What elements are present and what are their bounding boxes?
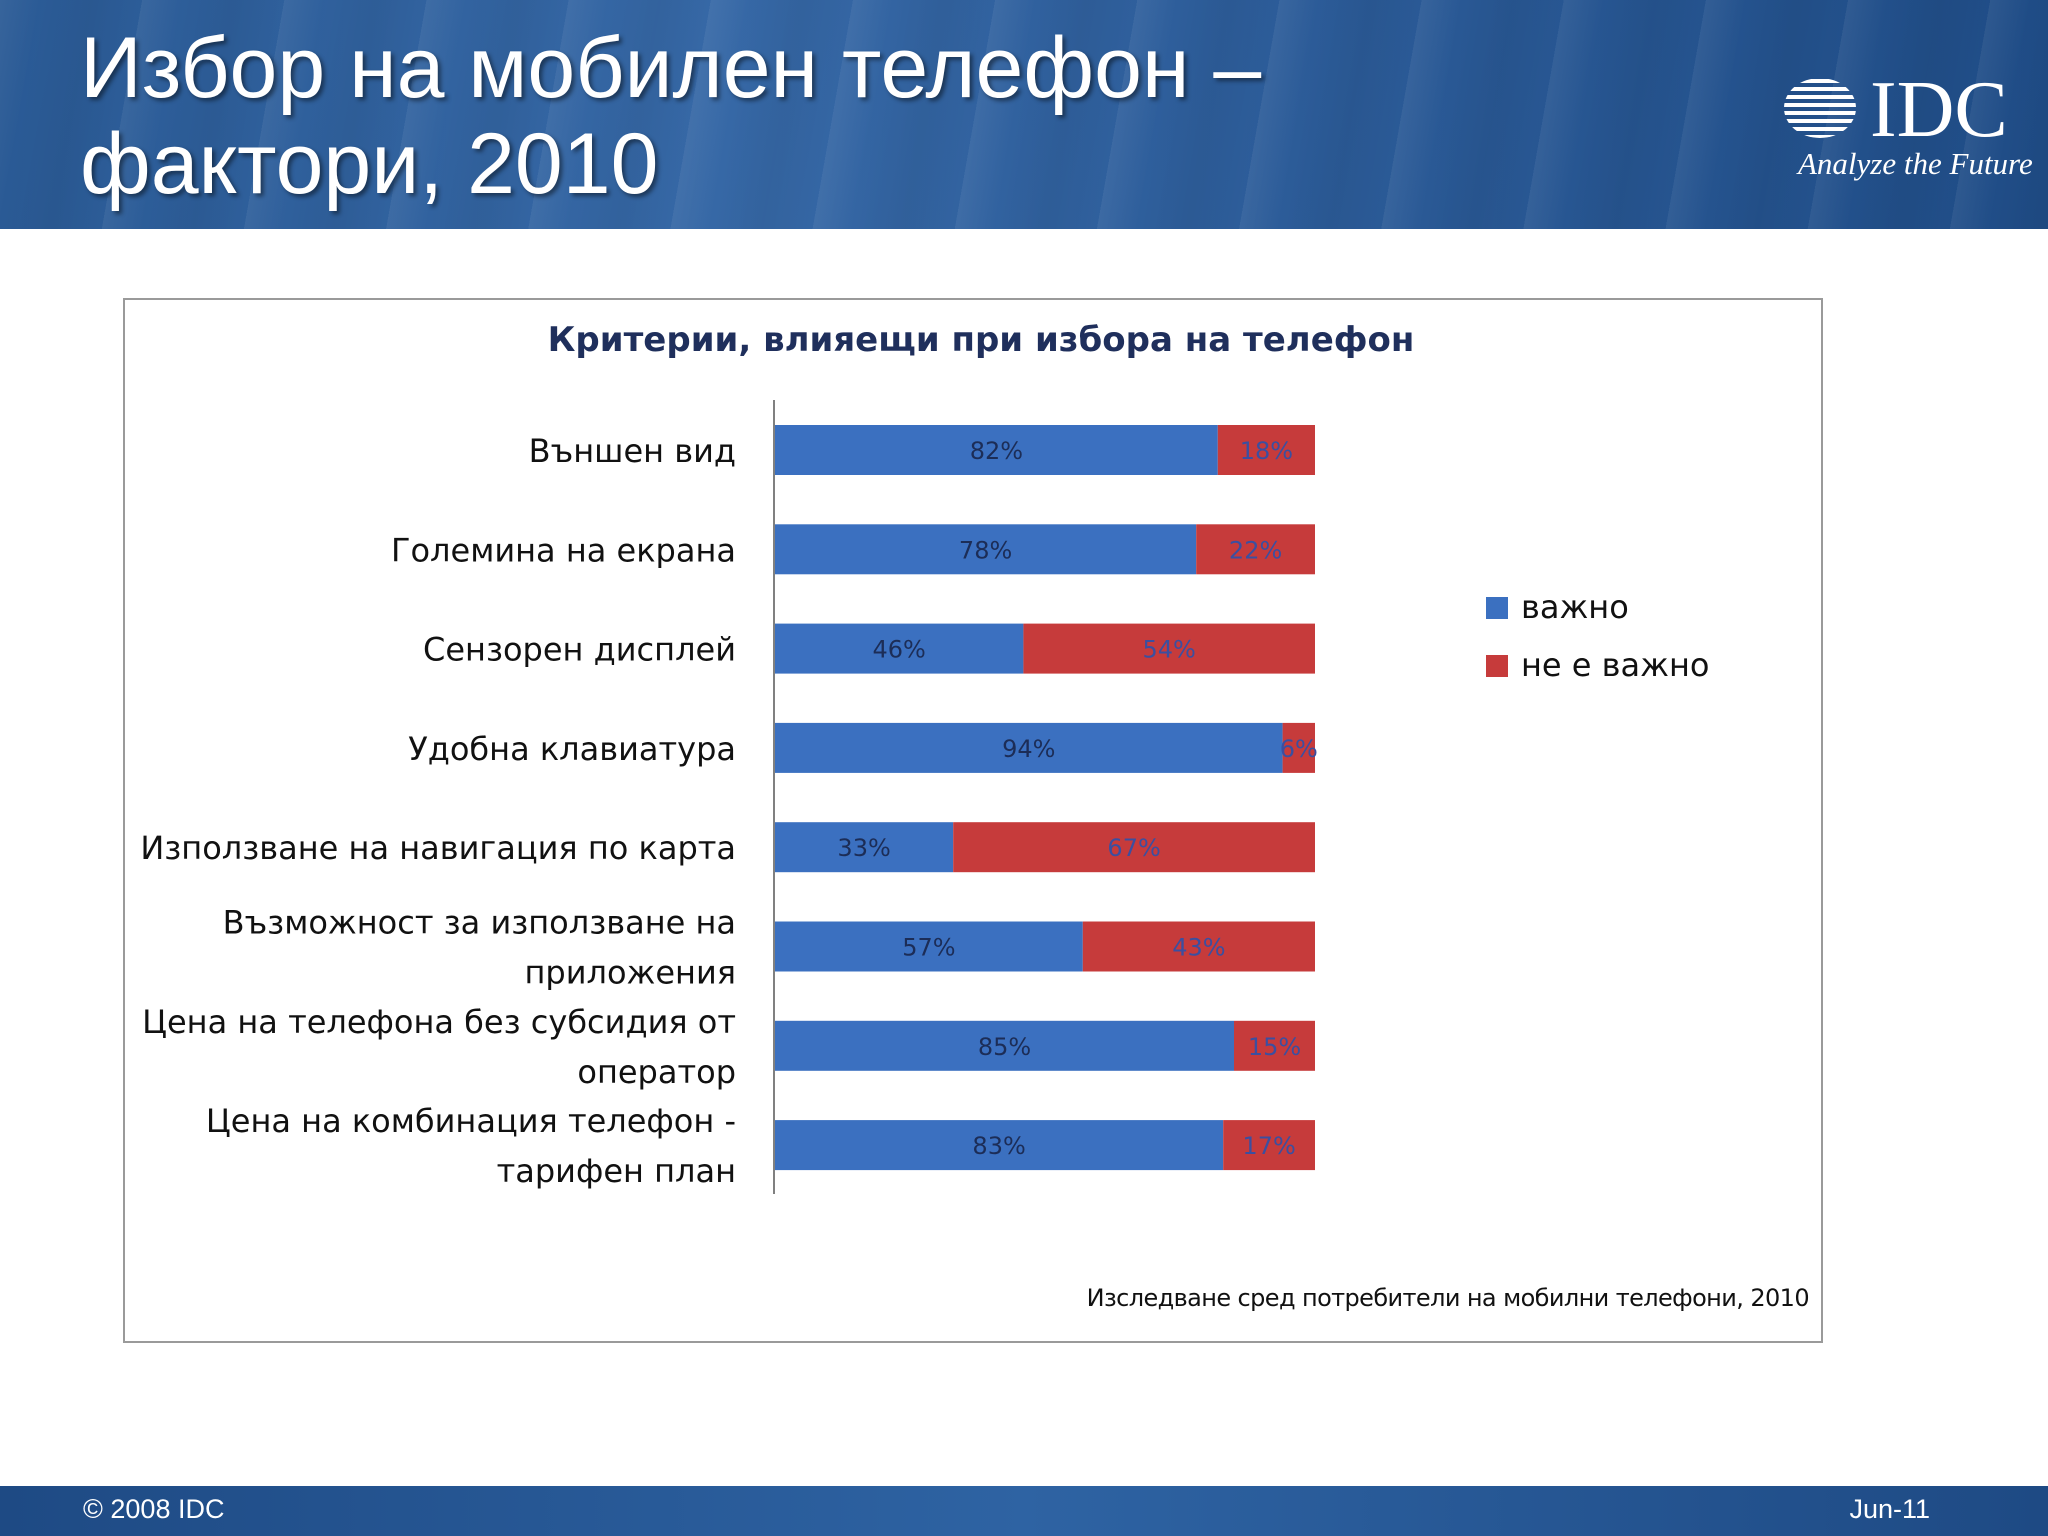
legend-swatch-0 bbox=[1486, 597, 1508, 619]
data-label-not-important-3: 6% bbox=[1280, 735, 1318, 763]
category-label-6-line-1: оператор bbox=[577, 1053, 736, 1091]
data-label-important-0: 82% bbox=[970, 437, 1023, 465]
data-label-not-important-4: 67% bbox=[1107, 834, 1160, 862]
footer-date: Jun-11 bbox=[1849, 1494, 1930, 1525]
chart-title: Критерии, влияещи при избора на телефон bbox=[548, 320, 1415, 360]
legend-label-1: не е важно bbox=[1521, 646, 1709, 684]
legend-label-0: важно bbox=[1521, 588, 1629, 626]
category-labels: Външен вид Големина на екрана Сензорен дис… bbox=[140, 432, 736, 1190]
data-label-important-2: 46% bbox=[873, 636, 926, 664]
category-label-1: Големина на екрана bbox=[391, 531, 736, 569]
header-banner: Избор на мобилен телефон – фактори, 2010… bbox=[0, 0, 2048, 229]
category-label-2: Сензорен дисплей bbox=[423, 631, 736, 669]
chart-frame: Критерии, влияещи при избора на телефон … bbox=[123, 298, 1823, 1343]
logo-wordmark: IDC bbox=[1870, 70, 2008, 150]
category-label-4: Използване на навигация по карта bbox=[140, 829, 736, 867]
data-label-not-important-7: 17% bbox=[1242, 1132, 1295, 1160]
footer-bar bbox=[0, 1486, 2048, 1536]
globe-logo-icon bbox=[1778, 76, 1862, 140]
data-label-not-important-5: 43% bbox=[1172, 934, 1225, 962]
category-label-5-line-1: приложения bbox=[524, 954, 736, 992]
data-label-important-5: 57% bbox=[902, 934, 955, 962]
stacked-bar-chart: Критерии, влияещи при избора на телефон … bbox=[125, 300, 1821, 1341]
idc-logo: IDC Analyze the Future bbox=[1778, 70, 2008, 180]
bar-group: 82% 18% 78% 22% 46% 54% 94% 6% 33% 67% 57% 43% 85% 15… bbox=[775, 425, 1318, 1170]
category-label-0: Външен вид bbox=[529, 432, 736, 470]
category-label-7-line-0: Цена на комбинация телефон - bbox=[206, 1102, 736, 1140]
category-label-7-line-1: тарифен план bbox=[497, 1152, 736, 1190]
data-label-not-important-0: 18% bbox=[1240, 437, 1293, 465]
page-title: Избор на мобилен телефон – фактори, 2010 bbox=[80, 20, 1261, 212]
page-title-line-2: фактори, 2010 bbox=[80, 116, 1261, 212]
data-label-important-6: 85% bbox=[978, 1033, 1031, 1061]
legend: важно не е важно bbox=[1486, 588, 1709, 684]
data-label-not-important-1: 22% bbox=[1229, 536, 1282, 564]
data-label-important-3: 94% bbox=[1002, 735, 1055, 763]
logo-tagline: Analyze the Future bbox=[1798, 146, 2033, 182]
category-label-3: Удобна клавиатура bbox=[408, 730, 736, 768]
category-label-5-line-0: Възможност за използване на bbox=[223, 904, 736, 942]
legend-swatch-1 bbox=[1486, 655, 1508, 677]
data-label-important-7: 83% bbox=[972, 1132, 1025, 1160]
page-title-line-1: Избор на мобилен телефон – bbox=[80, 20, 1261, 116]
data-label-important-4: 33% bbox=[837, 834, 890, 862]
footer-copyright: © 2008 IDC bbox=[83, 1494, 224, 1525]
data-label-not-important-6: 15% bbox=[1248, 1033, 1301, 1061]
data-label-important-1: 78% bbox=[959, 536, 1012, 564]
source-note: Изследване сред потребители на мобилни т… bbox=[1087, 1284, 1809, 1312]
data-label-not-important-2: 54% bbox=[1143, 636, 1196, 664]
category-label-6-line-0: Цена на телефона без субсидия от bbox=[142, 1003, 736, 1041]
